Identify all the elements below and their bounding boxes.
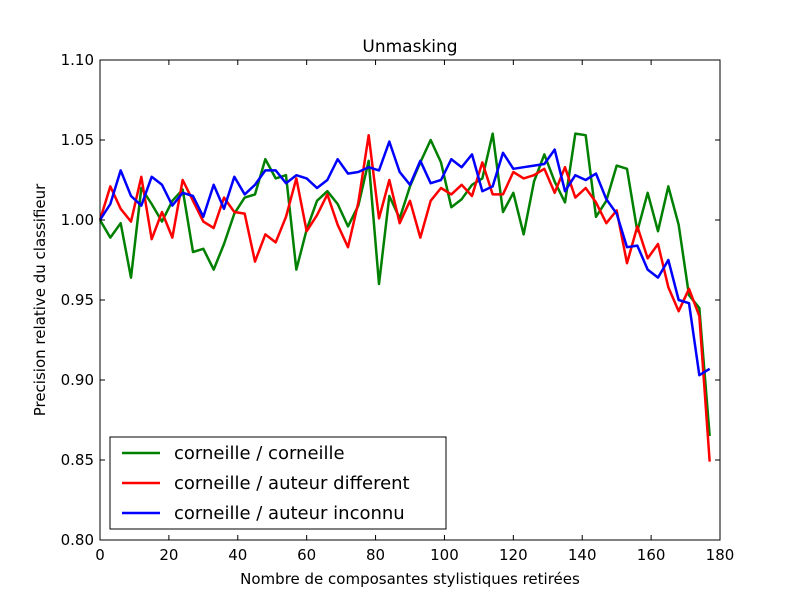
y-tick-label: 1.05 [61,131,94,149]
series-layer [98,132,711,462]
chart-title: Unmasking [362,37,457,57]
y-tick-label: 1.00 [61,211,94,229]
legend-label-1: corneille / corneille [174,443,345,464]
legend-label-2: corneille / auteur different [174,473,410,494]
x-tick-label: 180 [706,546,735,564]
x-axis-title: Nombre de composantes stylistiques retir… [240,570,580,588]
legend-box [109,436,447,530]
x-tick-label: 80 [366,546,385,564]
y-tick-label: 0.80 [61,531,94,549]
x-tick-label: 20 [159,546,178,564]
y-tick-label: 0.90 [61,371,94,389]
x-tick-label: 100 [430,546,459,564]
y-axis-title: Precision relative du classifieur [31,183,49,416]
series-line-2 [98,133,711,462]
ticks-layer: 0 20 40 60 80 100 120 140 160 180 0.80 0.85 0.90 0.95… [61,51,735,564]
x-tick-label: 140 [568,546,597,564]
y-tick-label: 0.95 [61,291,94,309]
y-tick-label: 0.85 [61,451,94,469]
series-line-1 [98,132,711,437]
legend-label-3: corneille / auteur inconnu [174,503,405,524]
x-tick-label: 60 [297,546,316,564]
series-line-3 [98,140,711,377]
x-tick-label: 40 [228,546,247,564]
x-tick-label: 0 [95,546,105,564]
y-tick-label: 1.10 [61,51,94,69]
legend: corneille / corneille corneille / auteur … [109,436,447,530]
x-tick-label: 160 [637,546,666,564]
x-tick-label: 120 [499,546,528,564]
